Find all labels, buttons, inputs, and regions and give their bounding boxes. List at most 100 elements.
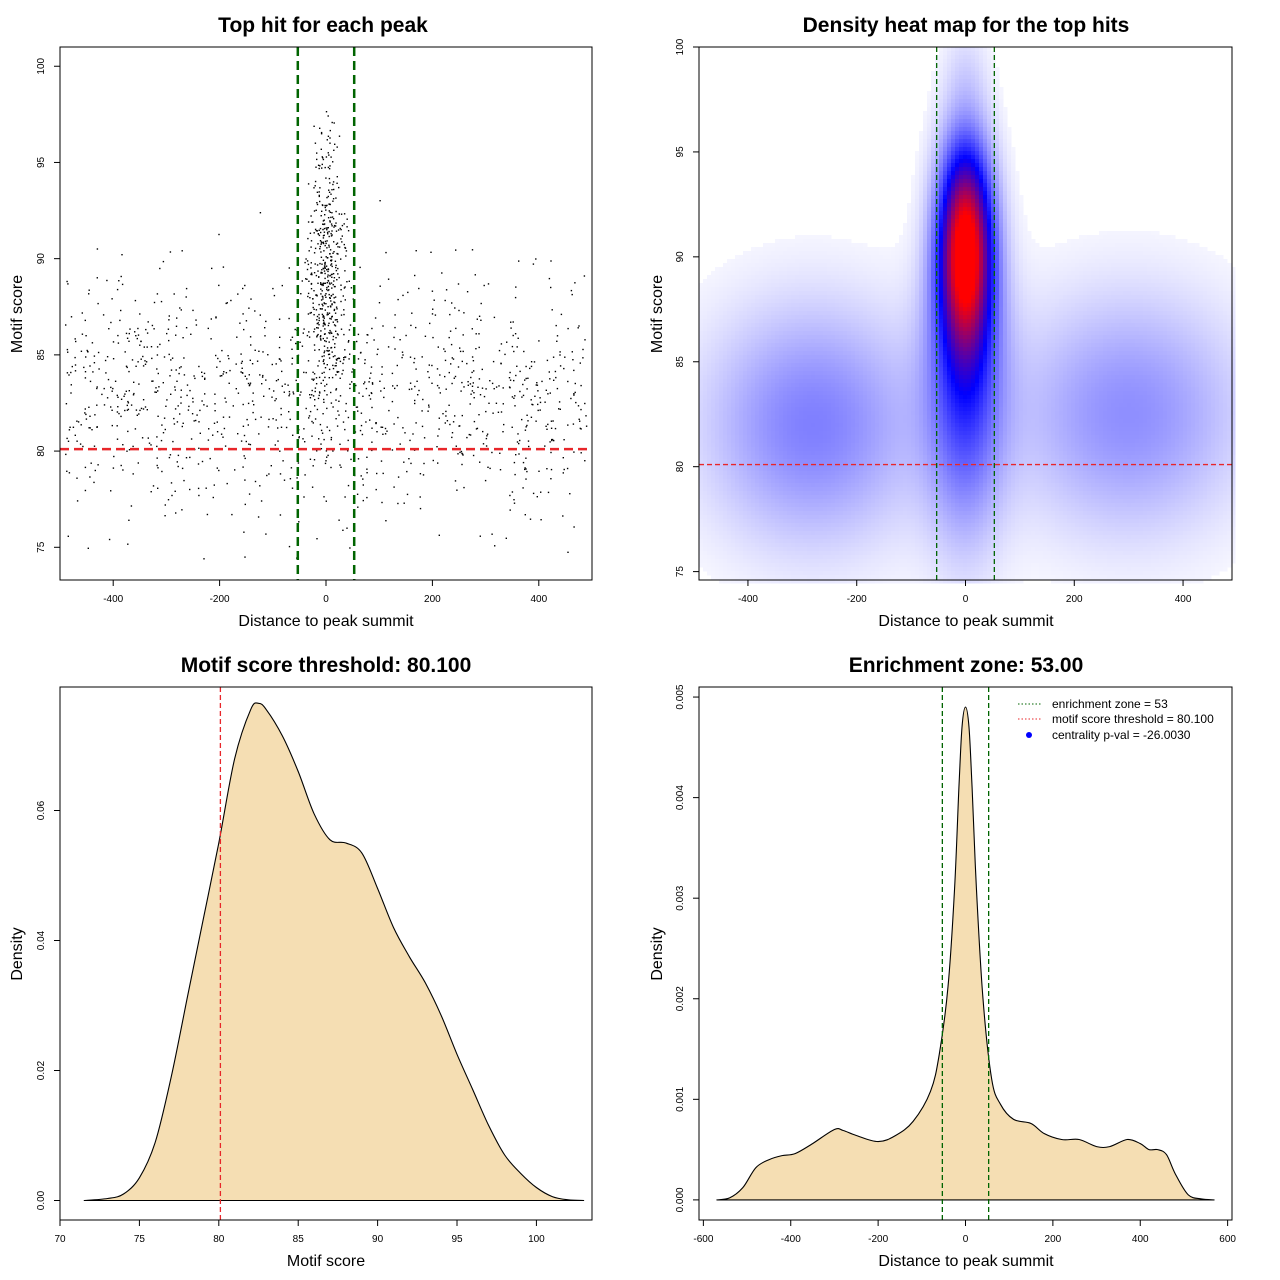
scatter-point <box>429 364 430 365</box>
heatmap-cell <box>1015 267 1020 272</box>
scatter-point <box>341 241 342 242</box>
scatter-point <box>538 471 539 472</box>
heatmap-cell <box>1111 287 1116 292</box>
heatmap-cell <box>959 167 964 172</box>
heatmap-cell <box>1195 251 1200 256</box>
heatmap-cell <box>1127 267 1132 272</box>
scatter-point <box>327 271 328 272</box>
heatmap-cell <box>1019 211 1024 216</box>
heatmap-cell <box>1155 275 1160 280</box>
heatmap-cell <box>1003 123 1008 128</box>
scatter-point <box>329 313 330 314</box>
heatmap-cell <box>1171 239 1176 244</box>
scatter-point <box>439 535 440 536</box>
heatmap-cell <box>847 283 852 288</box>
heatmap-cell <box>999 291 1004 296</box>
heatmap-cell <box>1115 275 1120 280</box>
scatter-point <box>322 305 323 306</box>
heatmap-cell <box>999 263 1004 268</box>
heatmap-cell <box>1039 267 1044 272</box>
heatmap-cell <box>947 83 952 88</box>
heatmap-cell <box>967 151 972 156</box>
heatmap-cell <box>1183 247 1188 252</box>
heatmap-cell <box>1123 243 1128 248</box>
heatmap-cell <box>915 215 920 220</box>
scatter-point <box>526 471 527 472</box>
heatmap-cell <box>939 239 944 244</box>
heatmap-cell <box>987 119 992 124</box>
heatmap-cell <box>715 283 720 288</box>
heatmap-cell <box>1215 283 1220 288</box>
heatmap-cell <box>823 235 828 240</box>
heatmap-cell <box>947 251 952 256</box>
heatmap-cell <box>839 291 844 296</box>
heatmap-cell <box>875 267 880 272</box>
heatmap-cell <box>987 223 992 228</box>
scatter-point <box>397 385 398 386</box>
scatter-point <box>579 419 580 420</box>
heatmap-cell <box>1003 211 1008 216</box>
scatter-point <box>135 428 136 429</box>
scatter-point <box>550 287 551 288</box>
heatmap-cell <box>1071 263 1076 268</box>
scatter-point <box>334 302 335 303</box>
heatmap-cell <box>979 139 984 144</box>
heatmap-cell <box>1003 223 1008 228</box>
heatmap-cell <box>927 175 932 180</box>
heatmap-cell <box>827 291 832 296</box>
scatter-point <box>170 251 171 252</box>
heatmap-cell <box>1003 187 1008 192</box>
heatmap-cell <box>975 83 980 88</box>
scatter-point <box>314 344 315 345</box>
heatmap-cell <box>971 107 976 112</box>
heatmap-cell <box>851 303 856 308</box>
heatmap-cell <box>1143 243 1148 248</box>
scatter-point <box>349 281 350 282</box>
heatmap-cell <box>971 191 976 196</box>
heatmap-cell <box>1003 111 1008 116</box>
heatmap-cell <box>943 267 948 272</box>
scatter-point <box>392 401 393 402</box>
scatter-point <box>424 437 425 438</box>
heatmap-cell <box>927 135 932 140</box>
heatmap-cell <box>995 143 1000 148</box>
heatmap-cell <box>1127 275 1132 280</box>
heatmap-cell <box>975 75 980 80</box>
heatmap-cell <box>971 71 976 76</box>
scatter-point <box>477 387 478 388</box>
heatmap-cell <box>739 287 744 292</box>
heatmap-cell <box>1015 295 1020 300</box>
heatmap-cell <box>1167 235 1172 240</box>
heatmap-cell <box>1107 263 1112 268</box>
scatter-point <box>336 231 337 232</box>
heatmap-cell <box>915 239 920 244</box>
x-tick-label: 400 <box>530 594 547 605</box>
heatmap-cell <box>1099 239 1104 244</box>
heatmap-cell <box>1227 267 1232 272</box>
heatmap-cell <box>1187 303 1192 308</box>
heatmap-cell <box>987 191 992 196</box>
heatmap-cell <box>1223 271 1228 276</box>
scatter-point <box>316 377 317 378</box>
heatmap-cell <box>1019 251 1024 256</box>
heatmap-cell <box>1211 267 1216 272</box>
heatmap-cell <box>1015 219 1020 224</box>
heatmap-cell <box>1055 243 1060 248</box>
heatmap-cell <box>1007 231 1012 236</box>
heatmap-cell <box>731 303 736 308</box>
heatmap-cell <box>1083 247 1088 252</box>
heatmap-cell <box>815 303 820 308</box>
heatmap-cell <box>883 251 888 256</box>
heatmap-cell <box>907 247 912 252</box>
heatmap-cell <box>1019 239 1024 244</box>
scatter-point <box>336 362 337 363</box>
heatmap-cell <box>1023 303 1028 308</box>
scatter-point <box>164 418 165 419</box>
scatter-point <box>110 490 111 491</box>
heatmap-cell <box>1007 203 1012 208</box>
heatmap-cell <box>983 119 988 124</box>
heatmap-cell <box>987 55 992 60</box>
heatmap-cell <box>947 159 952 164</box>
heatmap-cell <box>971 279 976 284</box>
heatmap-cell <box>1103 267 1108 272</box>
